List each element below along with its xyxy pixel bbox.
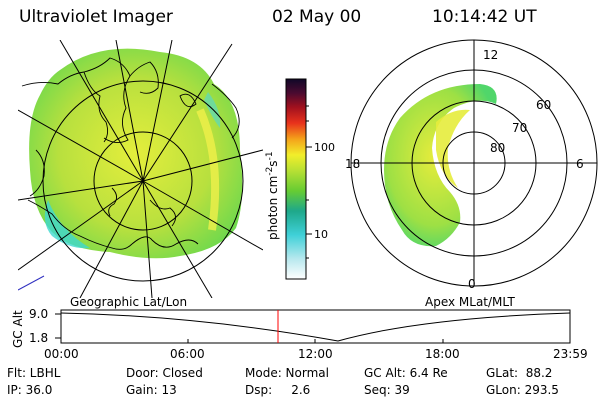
- geo-graticule: [18, 40, 263, 298]
- mlt-label-18: 18: [345, 157, 360, 171]
- mag-grid: [350, 39, 598, 287]
- filter-info: Flt: LBHL: [7, 366, 61, 380]
- mlat-label-70: 70: [512, 121, 527, 135]
- mlat-label-60: 60: [536, 98, 551, 112]
- gain-info: Gain: 13: [126, 383, 177, 397]
- colorbar-scale: [285, 78, 307, 280]
- door-info: Door: Closed: [126, 366, 203, 380]
- altitude-plot: GC Alt 9.0 1.8: [11, 307, 571, 348]
- mag-aurora-oval: [384, 84, 497, 247]
- mag-panel-caption: Apex MLat/MLT: [425, 295, 515, 309]
- geo-aurora-band: [196, 108, 220, 231]
- altitude-ylabel: GC Alt: [11, 310, 25, 348]
- instrument-title: Ultraviolet Imager: [19, 7, 173, 27]
- alt-ytick-label-9: 9.0: [29, 307, 48, 321]
- geo-aurora-cyan-patch: [204, 92, 221, 128]
- alt-xtick-label: 00:00: [44, 347, 79, 361]
- colorbar-unit-label: photon cm-2s-1: [265, 151, 280, 240]
- geographic-map: [18, 40, 263, 298]
- geo-aurora-cyan-patch: [44, 200, 90, 249]
- mlat-label-80: 80: [490, 141, 505, 155]
- alt-xtick-label: 06:00: [170, 347, 205, 361]
- mlt-label-0: 0: [468, 277, 476, 291]
- alt-xtick-label: 18:00: [425, 347, 460, 361]
- mag-aurora-inner: [436, 109, 470, 188]
- colorbar-label-10: 10: [314, 228, 328, 241]
- date-label: 02 May 00: [272, 7, 362, 27]
- colorbar-label-100: 100: [314, 141, 335, 154]
- coastlines: [21, 57, 240, 250]
- ip-info: IP: 36.0: [7, 383, 53, 397]
- apex-polar-plot: 12 6 0 18 60 70 80: [345, 39, 598, 291]
- glat-info: GLat: 88.2: [486, 366, 553, 380]
- mlt-label-12: 12: [483, 48, 498, 62]
- orbit-track: [18, 275, 45, 291]
- mode-info: Mode: Normal: [245, 366, 329, 380]
- geo-panel-caption: Geographic Lat/Lon: [70, 295, 188, 309]
- alt-ytick-label-1.8: 1.8: [29, 331, 48, 345]
- altitude-curve: [60, 312, 571, 342]
- alt-xtick-label: 12:00: [298, 347, 333, 361]
- dsp-info: Dsp: 2.6: [245, 383, 311, 397]
- colorbar: 100 10 photon cm-2s-1: [265, 78, 335, 280]
- gc-alt-info: GC Alt: 6.4 Re: [364, 366, 448, 380]
- alt-xtick-label: 23:59: [553, 347, 588, 361]
- altitude-plot-frame: [60, 309, 571, 344]
- seq-info: Seq: 39: [364, 383, 410, 397]
- mlt-label-6: 6: [576, 157, 584, 171]
- time-label: 10:14:42 UT: [432, 7, 537, 27]
- glon-info: GLon: 293.5: [486, 383, 559, 397]
